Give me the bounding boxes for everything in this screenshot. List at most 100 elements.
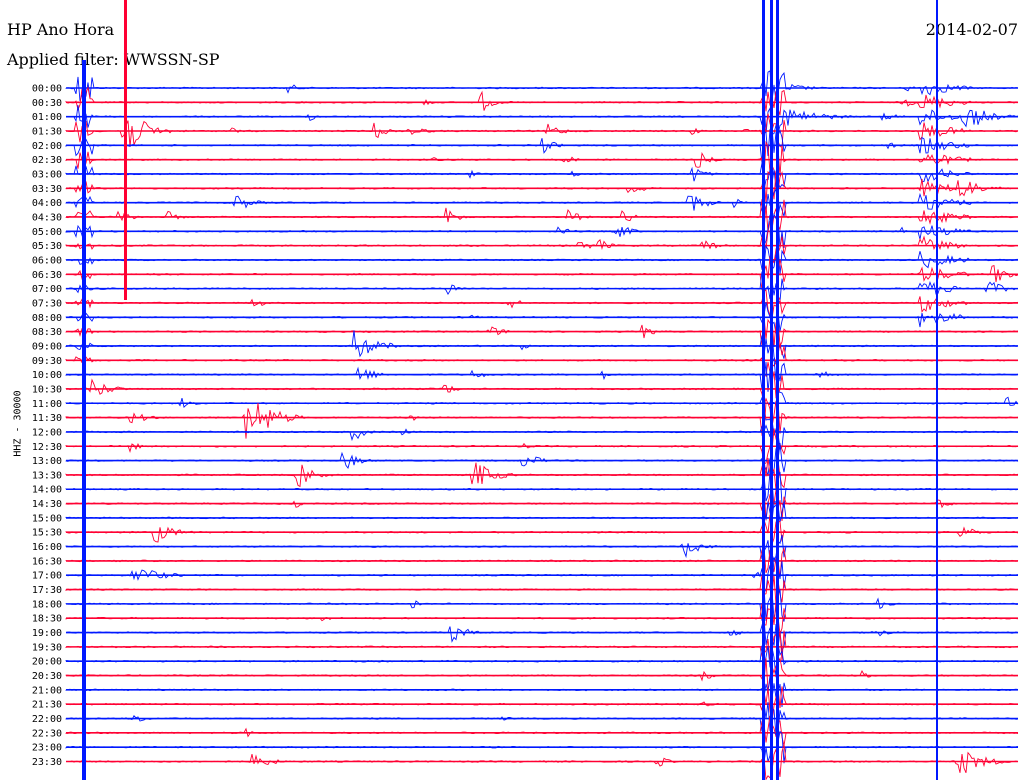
row-time-label: 15:00 <box>32 513 62 524</box>
seismic-trace <box>65 656 1019 690</box>
row-time-label: 12:00 <box>32 427 62 438</box>
row-time-label: 16:30 <box>32 556 62 567</box>
row-time-label: 05:30 <box>32 241 62 252</box>
filter-label: Applied filter: WWSSN-SP <box>7 50 220 69</box>
saturated-signal-band <box>124 0 127 300</box>
seismic-trace <box>65 170 1019 204</box>
row-time-label: 06:00 <box>32 255 62 266</box>
row-time-label: 07:30 <box>32 298 62 309</box>
seismic-trace <box>65 140 1019 177</box>
row-time-label: 14:30 <box>32 499 62 510</box>
seismic-trace <box>65 600 1019 635</box>
row-time-label: 09:00 <box>32 341 62 352</box>
row-time-label: 12:30 <box>32 442 62 453</box>
seismic-trace <box>65 315 1019 348</box>
seismic-trace <box>65 342 1019 378</box>
saturated-signal-band <box>776 0 779 780</box>
row-time-label: 18:30 <box>32 614 62 625</box>
row-time-label: 04:00 <box>32 198 62 209</box>
row-time-label: 08:00 <box>32 313 62 324</box>
seismic-trace <box>65 70 1019 102</box>
row-time-label: 08:30 <box>32 327 62 338</box>
row-time-label: 19:00 <box>32 628 62 639</box>
row-time-label: 14:00 <box>32 485 62 496</box>
row-time-label: 05:00 <box>32 227 62 238</box>
seismic-trace <box>65 330 1019 364</box>
seismic-trace <box>65 675 1019 708</box>
seismic-trace <box>65 715 1019 746</box>
seismic-trace <box>65 643 1019 678</box>
saturated-signal-band <box>762 0 765 780</box>
row-time-label: 17:30 <box>32 585 62 596</box>
seismic-trace <box>65 730 1019 764</box>
seismic-trace <box>65 702 1019 737</box>
seismic-trace <box>65 126 1019 163</box>
seismic-trace <box>65 113 1019 148</box>
seismic-trace <box>65 101 1019 136</box>
seismic-trace <box>65 187 1019 217</box>
row-time-label: 10:30 <box>32 384 62 395</box>
row-time-label: 20:00 <box>32 657 62 668</box>
seismic-trace <box>65 213 1019 249</box>
seismic-trace <box>65 162 1019 191</box>
seismic-trace <box>65 391 1019 421</box>
row-time-label: 21:00 <box>32 685 62 696</box>
seismic-trace <box>65 399 1019 439</box>
row-time-label: 03:00 <box>32 169 62 180</box>
seismic-trace <box>65 371 1019 406</box>
seismic-trace <box>65 289 1019 321</box>
seismic-trace <box>65 556 1019 593</box>
row-time-label: 00:30 <box>32 98 62 109</box>
row-time-label: 07:00 <box>32 284 62 295</box>
seismic-trace <box>65 457 1019 491</box>
row-time-label: 22:30 <box>32 728 62 739</box>
row-time-label: 00:00 <box>32 84 62 95</box>
row-time-label: 20:30 <box>32 671 62 682</box>
row-time-label: 13:00 <box>32 456 62 467</box>
row-time-label: 22:00 <box>32 714 62 725</box>
seismic-trace <box>65 471 1019 509</box>
row-time-label: 02:00 <box>32 141 62 152</box>
row-time-label: 13:30 <box>32 470 62 481</box>
seismic-trace <box>65 428 1019 465</box>
saturated-signal-band <box>82 60 86 780</box>
seismic-trace <box>65 617 1019 652</box>
seismic-trace <box>65 199 1019 233</box>
seismic-trace <box>65 256 1019 291</box>
row-time-label: 04:30 <box>32 212 62 223</box>
row-time-label: 19:30 <box>32 642 62 653</box>
row-time-label: 03:30 <box>32 184 62 195</box>
row-time-label: 18:00 <box>32 599 62 610</box>
seismic-trace <box>65 630 1019 662</box>
row-time-label: 02:30 <box>32 155 62 166</box>
seismic-trace <box>66 743 1019 780</box>
row-time-label: 15:30 <box>32 528 62 539</box>
seismic-trace <box>65 271 1018 304</box>
row-time-label: 23:00 <box>32 743 62 754</box>
row-time-label: 10:00 <box>32 370 62 381</box>
seismic-trace <box>65 574 1019 605</box>
seismic-trace <box>65 544 1019 578</box>
seismic-trace <box>65 86 1019 116</box>
seismic-trace <box>65 302 1019 334</box>
row-time-label: 01:30 <box>32 126 62 137</box>
seismic-trace <box>65 686 1019 723</box>
saturated-signal-band <box>936 0 938 780</box>
seismic-trace <box>65 357 1019 392</box>
date-label: 2014-02-07 <box>925 20 1018 39</box>
seismic-trace <box>65 534 1019 563</box>
row-time-label: 21:30 <box>32 700 62 711</box>
row-time-label: 11:30 <box>32 413 62 424</box>
saturated-signal-band <box>770 0 773 780</box>
seismic-trace <box>65 242 1019 276</box>
station-title: HP Ano Hora <box>7 20 115 39</box>
row-time-label: 01:00 <box>32 112 62 123</box>
seismic-trace <box>65 487 1019 522</box>
row-time-label: 06:30 <box>32 270 62 281</box>
seismic-trace <box>65 514 1019 545</box>
row-time-label: 11:00 <box>32 399 62 410</box>
seismic-trace <box>65 586 1019 622</box>
seismic-trace <box>65 419 1019 450</box>
seismic-trace <box>65 501 1019 523</box>
